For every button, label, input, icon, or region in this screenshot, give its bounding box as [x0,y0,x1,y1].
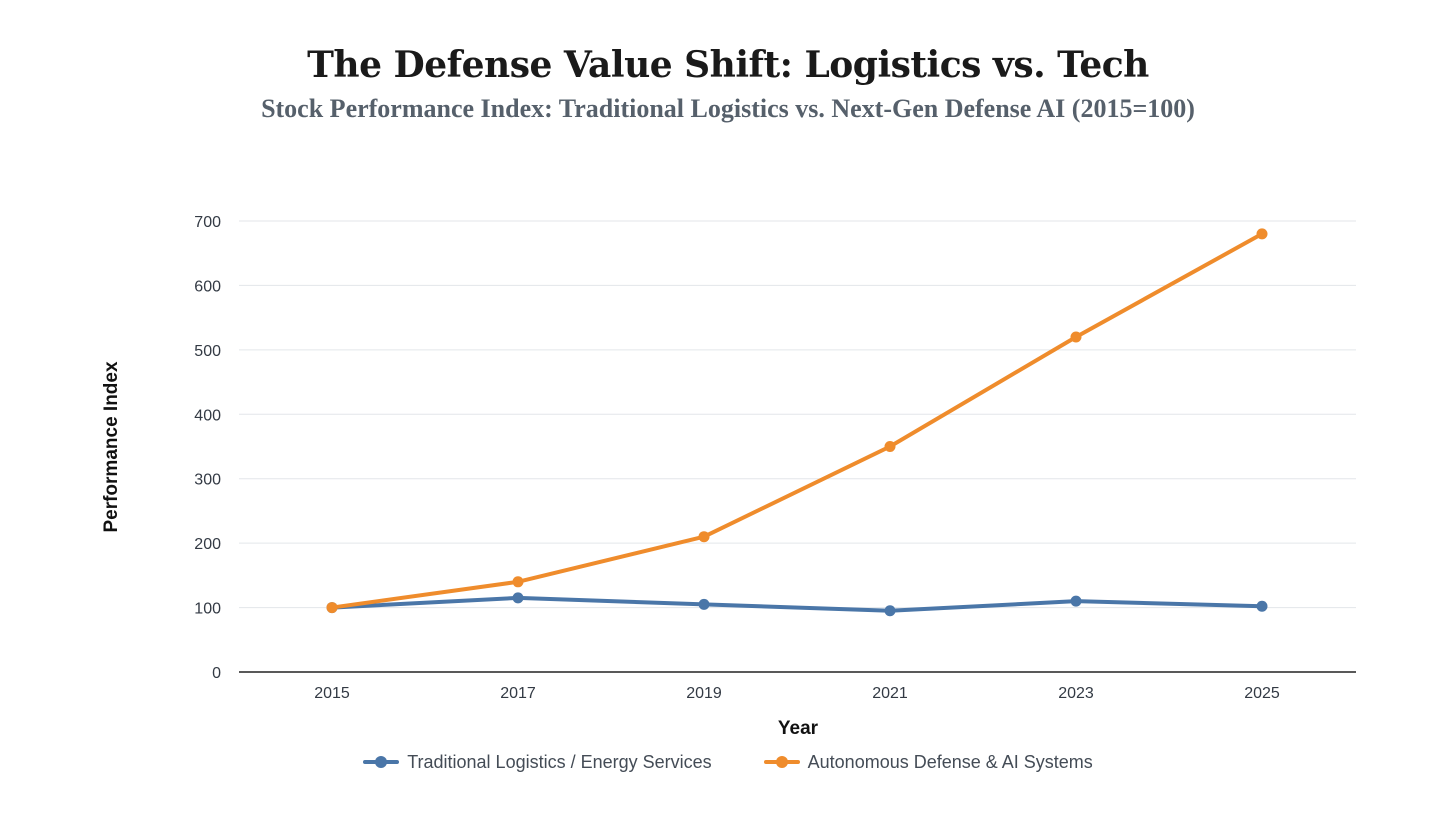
legend-swatch-autonomous-defense [763,750,800,774]
data-point-0-2017[interactable] [512,592,524,604]
data-point-1-2025[interactable] [1256,228,1268,240]
x-tick-label-2015: 2015 [314,685,350,702]
y-tick-label-500: 500 [194,343,221,360]
data-point-1-2017[interactable] [512,576,524,588]
legend: Traditional Logistics / Energy Services … [0,750,1456,774]
data-point-0-2019[interactable] [698,598,710,610]
x-tick-label-2021: 2021 [872,685,908,702]
legend-label-traditional-logistics: Traditional Logistics / Energy Services [407,751,712,772]
y-tick-label-100: 100 [194,601,221,618]
x-tick-label-2017: 2017 [500,685,536,702]
grid-lines [239,220,1356,609]
y-tick-label-700: 700 [194,214,221,231]
legend-item-autonomous-defense[interactable]: Autonomous Defense & AI Systems [763,750,1093,774]
chart-title: The Defense Value Shift: Logistics vs. T… [307,44,1149,86]
legend-label-autonomous-defense: Autonomous Defense & AI Systems [807,751,1093,772]
data-point-0-2021[interactable] [884,605,896,617]
series-line-1 [330,231,1264,610]
y-tick-label-600: 600 [194,278,221,295]
legend-item-traditional-logistics[interactable]: Traditional Logistics / Energy Services [363,750,712,774]
x-axis-ticks: 2015 2017 2019 2021 2023 2025 [314,685,1280,702]
series-0 [326,592,1268,617]
data-point-1-2023[interactable] [1070,331,1082,343]
y-tick-label-400: 400 [194,407,221,424]
data-point-0-2025[interactable] [1256,600,1268,612]
chart-subtitle: Stock Performance Index: Traditional Log… [261,94,1195,123]
y-tick-label-0: 0 [212,665,221,682]
y-tick-label-200: 200 [194,536,221,553]
y-axis-title: Performance Index [101,361,122,532]
x-tick-label-2023: 2023 [1058,685,1094,702]
x-axis-title: Year [778,718,819,739]
y-tick-label-300: 300 [194,472,221,489]
data-point-0-2023[interactable] [1070,595,1082,607]
series-line-0 [330,595,1264,613]
x-tick-label-2019: 2019 [686,685,722,702]
y-axis-ticks: 0 100 200 300 400 500 600 700 [194,214,221,682]
x-tick-label-2025: 2025 [1244,685,1280,702]
legend-swatch-traditional-logistics [363,750,400,774]
series-1 [326,228,1268,614]
data-point-1-2021[interactable] [884,441,896,452]
data-point-1-2015[interactable] [326,602,338,614]
series-layer [326,228,1268,617]
data-point-1-2019[interactable] [698,531,710,543]
